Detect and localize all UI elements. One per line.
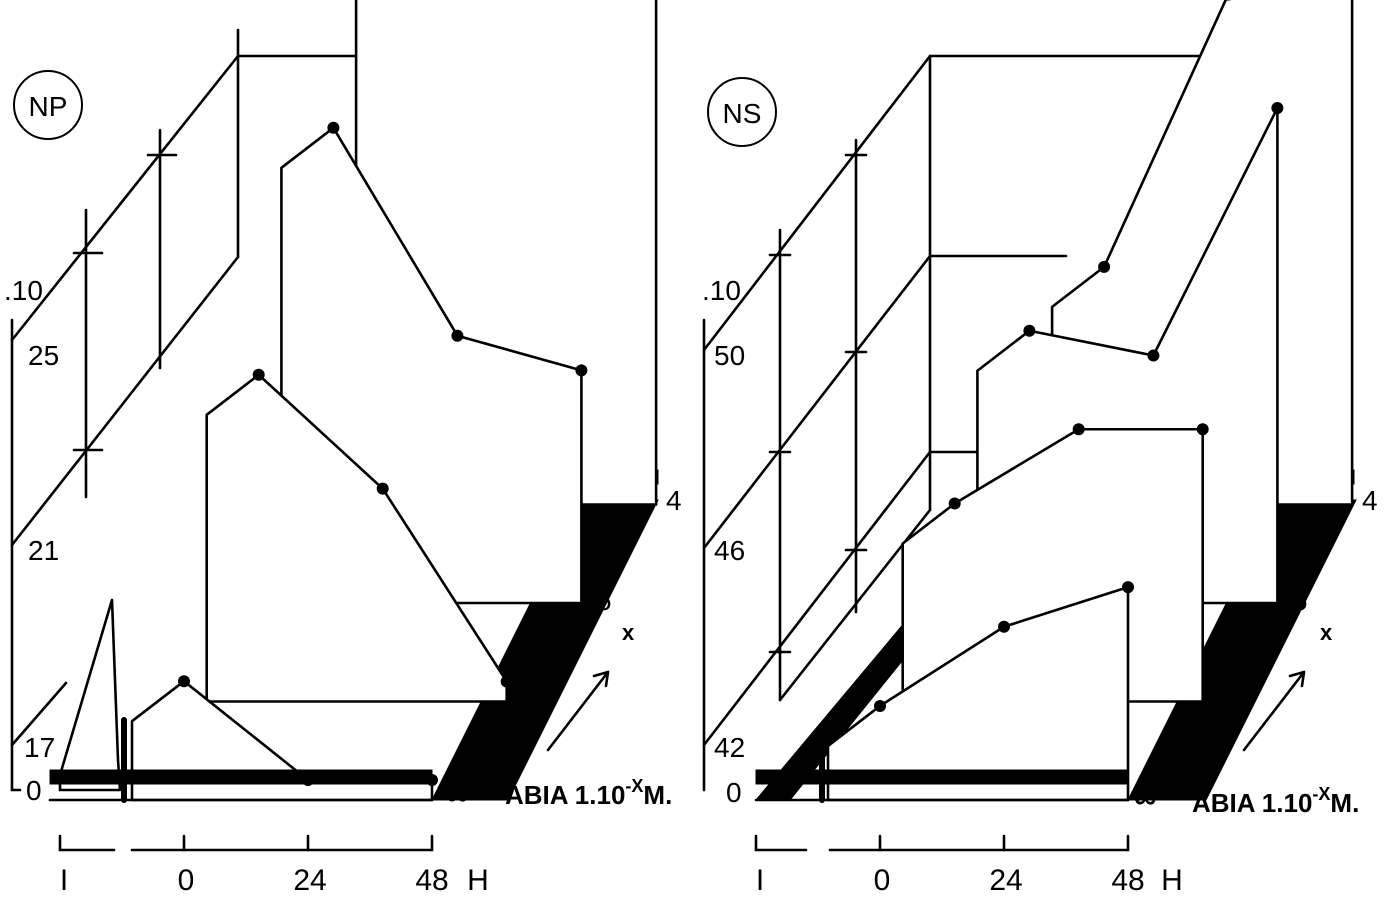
np-x-tick-label: 48 <box>415 864 448 894</box>
np-scale-line-mid <box>10 255 240 547</box>
ns-panel-label: NS <box>723 98 762 129</box>
ns-scale-label: 42 <box>714 732 745 763</box>
ns-depth-axis-label: ABIA 1.10-XM. <box>1192 784 1359 818</box>
np-point <box>252 368 265 381</box>
np-scale-label: 21 <box>28 535 59 566</box>
ns-depth-label: 6 <box>1292 585 1308 616</box>
np-x-tick-label: 24 <box>293 864 326 894</box>
np-depth-label: 8 <box>527 680 543 711</box>
ns-x-tick-label: 24 <box>989 864 1022 894</box>
np-front-band <box>49 769 433 785</box>
ns-point <box>1271 102 1284 114</box>
ns-depth-label: 4 <box>1362 485 1378 516</box>
np-slabs <box>130 0 658 802</box>
np-scale-label: 17 <box>24 732 55 763</box>
np-depth-label: 4 <box>666 485 682 516</box>
np-scale-line-low <box>10 681 68 747</box>
np-badge-circle <box>13 70 83 140</box>
ns-depth-label: 8 <box>1222 680 1238 711</box>
ns-x-axis-label: H <box>1161 864 1183 894</box>
panel-ns: NS .10 50 46 42 0 4 6 x 8 <box>702 0 1378 897</box>
ns-scale-label: 50 <box>714 340 745 371</box>
ns-point <box>1225 0 1231 1</box>
ns-point <box>874 699 886 712</box>
ns-point <box>1122 581 1134 594</box>
ns-point <box>998 620 1010 633</box>
ns-x-tick-label: 0 <box>874 864 891 894</box>
np-x-axis-label: H <box>467 864 489 894</box>
np-x-tick-label: I <box>60 864 68 894</box>
np-point <box>451 329 464 342</box>
np-point <box>376 482 389 495</box>
np-depth-axis-x-label: x <box>622 620 635 645</box>
np-depth-arrow <box>546 670 610 752</box>
panel-np: NP .10 25 21 17 0 4 6 x <box>4 0 682 897</box>
np-point <box>327 121 340 134</box>
np-scale-label: 0 <box>26 775 42 806</box>
ns-point <box>948 497 961 510</box>
np-point <box>178 675 190 688</box>
np-depth-axis-label: ABIA 1.10-XM. <box>505 776 672 810</box>
ns-depth-label: ∞ <box>1134 779 1157 815</box>
ns-depth-arrow-head <box>1288 670 1306 688</box>
ns-point <box>1023 324 1036 337</box>
np-inset-triangle <box>58 598 122 792</box>
ns-front-band <box>755 769 1129 785</box>
ns-scale-line-top <box>702 54 932 352</box>
ns-point <box>1147 349 1160 362</box>
ns-slabs <box>826 0 1354 802</box>
np-point <box>575 364 588 377</box>
ns-point <box>1196 423 1209 436</box>
ns-badge-circle <box>707 77 777 147</box>
np-depth-label: 6 <box>596 585 612 616</box>
np-depth-arrow-head <box>592 670 610 688</box>
ns-scale-line-low <box>702 450 932 747</box>
ns-x-tick-label: 48 <box>1111 864 1144 894</box>
np-panel-label: NP <box>29 91 68 122</box>
np-depth-label: ∞ <box>446 776 469 812</box>
ns-depth-axis-x-label: x <box>1320 620 1333 645</box>
np-scale-label: .10 <box>4 275 43 306</box>
ns-point <box>1098 260 1111 273</box>
ns-scale-label: 0 <box>726 777 742 808</box>
np-point <box>500 675 513 688</box>
ns-scale-label: 46 <box>714 535 745 566</box>
np-scale-label: 25 <box>28 340 59 371</box>
ns-point <box>1072 423 1085 436</box>
ns-x-tick-label: I <box>756 864 764 894</box>
np-scale-line-top <box>10 54 240 342</box>
ns-scale-line-mid <box>702 254 932 550</box>
np-x-tick-label: 0 <box>178 864 195 894</box>
ns-depth-arrow <box>1242 670 1306 752</box>
ns-scale-label: .10 <box>702 275 741 306</box>
